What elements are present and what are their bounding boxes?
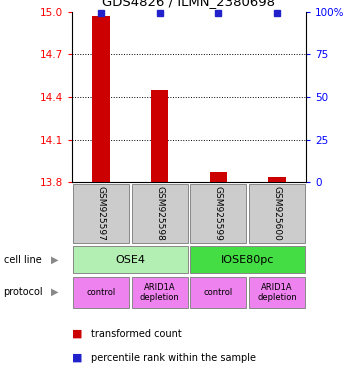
Bar — [249, 277, 305, 308]
Bar — [73, 246, 188, 273]
Text: control: control — [86, 288, 116, 297]
Text: ■: ■ — [72, 353, 82, 363]
Text: GSM925600: GSM925600 — [272, 186, 281, 241]
Text: percentile rank within the sample: percentile rank within the sample — [91, 353, 256, 363]
Bar — [210, 172, 227, 182]
Text: control: control — [204, 288, 233, 297]
Text: ▶: ▶ — [50, 255, 58, 265]
Bar — [190, 184, 246, 243]
Bar — [268, 177, 286, 182]
Text: IOSE80pc: IOSE80pc — [221, 255, 274, 265]
Text: transformed count: transformed count — [91, 329, 182, 339]
Text: ▶: ▶ — [50, 287, 58, 297]
Bar — [249, 184, 305, 243]
Bar — [190, 277, 246, 308]
Text: protocol: protocol — [4, 287, 43, 297]
Text: ARID1A
depletion: ARID1A depletion — [140, 283, 180, 302]
Bar — [132, 277, 188, 308]
Text: GSM925597: GSM925597 — [97, 186, 106, 241]
Bar — [73, 184, 129, 243]
Bar — [190, 246, 305, 273]
Bar — [73, 277, 129, 308]
Text: cell line: cell line — [4, 255, 41, 265]
Bar — [132, 184, 188, 243]
Title: GDS4826 / ILMN_2380698: GDS4826 / ILMN_2380698 — [103, 0, 275, 8]
Text: OSE4: OSE4 — [116, 255, 145, 265]
Text: ■: ■ — [72, 329, 82, 339]
Bar — [151, 90, 168, 182]
Text: GSM925598: GSM925598 — [155, 186, 164, 241]
Text: ARID1A
depletion: ARID1A depletion — [257, 283, 297, 302]
Text: GSM925599: GSM925599 — [214, 186, 223, 241]
Bar — [92, 16, 110, 182]
